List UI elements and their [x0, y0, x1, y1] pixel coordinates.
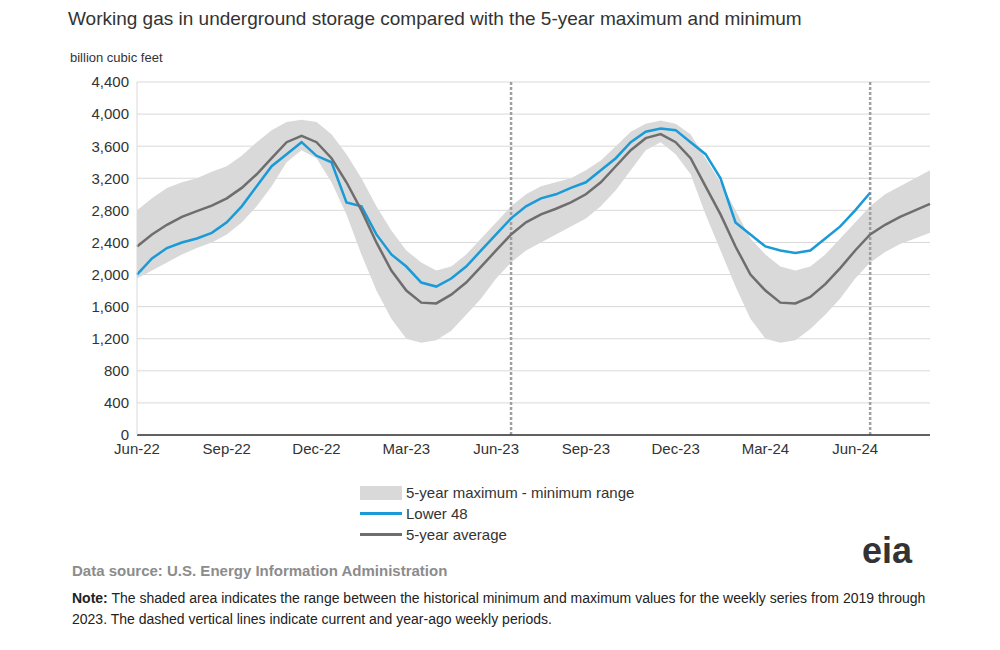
svg-text:4,000: 4,000: [91, 105, 129, 122]
html-text:Working gas in underground sto: Working gas in underground storage compa…: [68, 8, 802, 29]
html-text:Data source: U.S. Energy Infor: Data source: U.S. Energy Information Adm…: [72, 562, 448, 579]
svg-text:Dec-23: Dec-23: [651, 440, 699, 457]
svg-text:Mar-24: Mar-24: [742, 440, 790, 457]
svg-text:2,400: 2,400: [91, 234, 129, 251]
html-text:eia: eia: [862, 530, 912, 571]
svg-text:Jun-24: Jun-24: [832, 440, 878, 457]
svg-text:3,200: 3,200: [91, 170, 129, 187]
html-text:Lower 48: Lower 48: [406, 505, 468, 522]
svg-text:1,600: 1,600: [91, 298, 129, 315]
svg-text:2,000: 2,000: [91, 266, 129, 283]
svg-text:Jun-22: Jun-22: [114, 439, 160, 457]
svg-text:400: 400: [104, 394, 129, 411]
svg-text:Jun-23: Jun-23: [473, 440, 519, 457]
svg-text:Mar-23: Mar-23: [383, 440, 431, 457]
svg-text:800: 800: [104, 362, 129, 379]
svg-text:Sep-23: Sep-23: [562, 440, 610, 457]
html-text:5-year average: 5-year average: [406, 526, 507, 543]
svg-text:3,600: 3,600: [91, 138, 129, 155]
svg-text:0: 0: [121, 426, 129, 443]
svg-text:4,400: 4,400: [91, 73, 129, 90]
svg-text:2,800: 2,800: [91, 202, 129, 219]
svg-text:Sep-22: Sep-22: [203, 440, 251, 457]
html-text:Note: The shaded area indicate: Note: The shaded area indicates the rang…: [72, 590, 926, 627]
svg-text:Dec-22: Dec-22: [292, 440, 340, 457]
html-text:5-year maximum - minimum range: 5-year maximum - minimum range: [406, 484, 635, 501]
html-text:billion cubic feet: billion cubic feet: [70, 50, 163, 65]
svg-text:1,200: 1,200: [91, 330, 129, 347]
